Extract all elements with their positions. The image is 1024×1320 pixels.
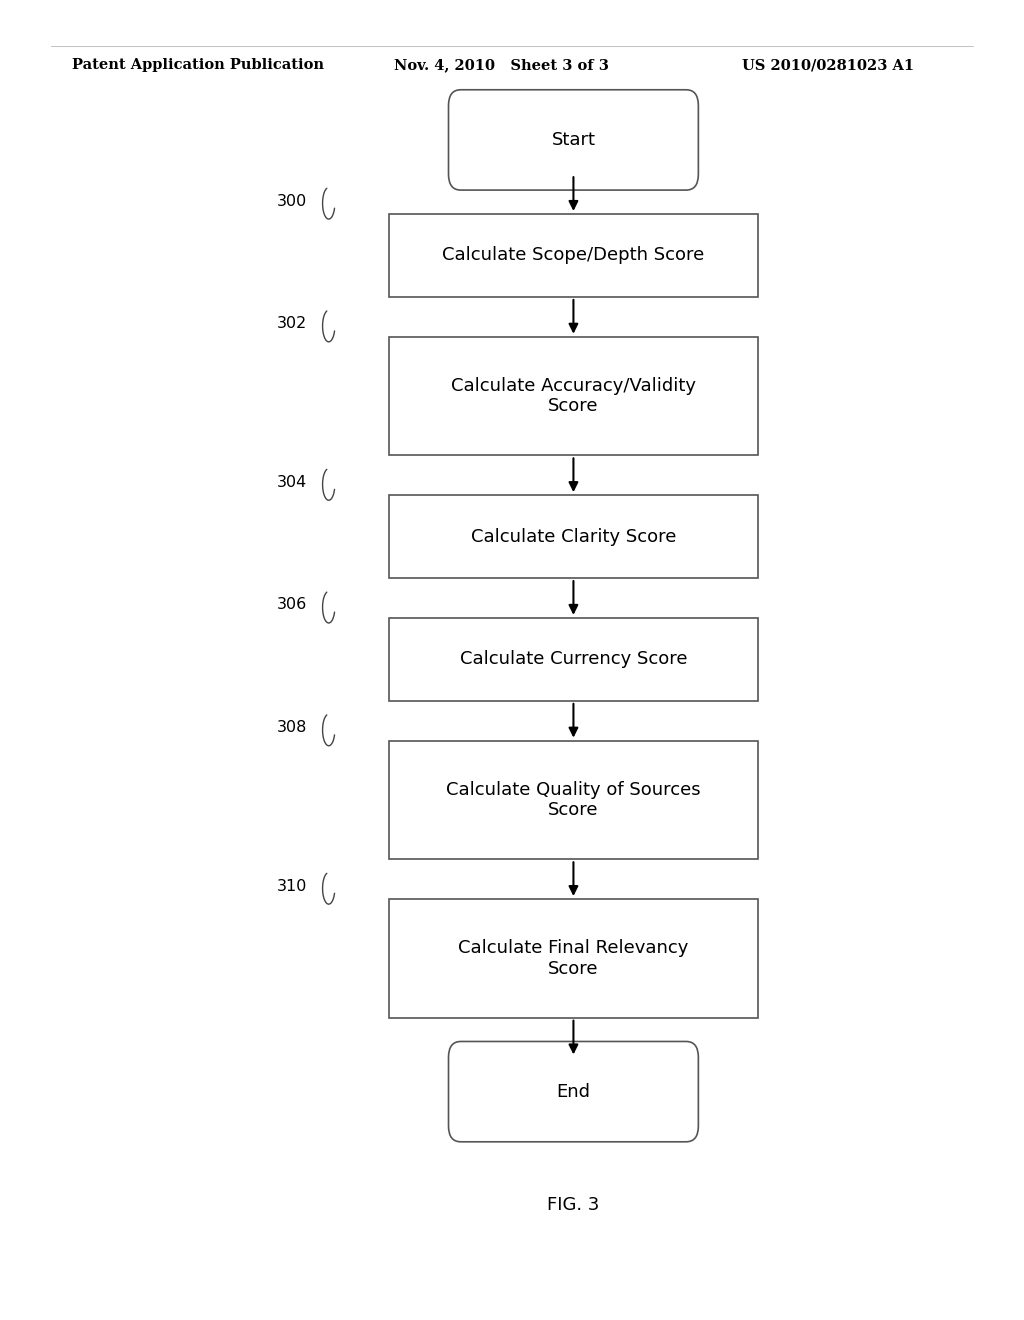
Text: Calculate Final Relevancy
Score: Calculate Final Relevancy Score bbox=[459, 939, 688, 978]
Text: 300: 300 bbox=[276, 194, 307, 209]
Text: Calculate Clarity Score: Calculate Clarity Score bbox=[471, 528, 676, 545]
Text: Calculate Currency Score: Calculate Currency Score bbox=[460, 651, 687, 668]
Text: Calculate Accuracy/Validity
Score: Calculate Accuracy/Validity Score bbox=[451, 376, 696, 416]
Text: Start: Start bbox=[552, 131, 595, 149]
Text: US 2010/0281023 A1: US 2010/0281023 A1 bbox=[742, 58, 914, 73]
Text: 310: 310 bbox=[276, 879, 307, 894]
Bar bbox=[389, 899, 758, 1018]
Bar bbox=[389, 337, 758, 455]
FancyBboxPatch shape bbox=[449, 1041, 698, 1142]
Text: Nov. 4, 2010   Sheet 3 of 3: Nov. 4, 2010 Sheet 3 of 3 bbox=[394, 58, 609, 73]
Text: 304: 304 bbox=[276, 475, 307, 490]
Text: 302: 302 bbox=[276, 317, 307, 331]
Text: End: End bbox=[556, 1082, 591, 1101]
Text: 306: 306 bbox=[276, 598, 307, 612]
Bar bbox=[389, 618, 758, 701]
Text: FIG. 3: FIG. 3 bbox=[547, 1196, 600, 1214]
Bar bbox=[389, 214, 758, 297]
Bar bbox=[389, 741, 758, 859]
Text: 308: 308 bbox=[276, 721, 307, 735]
FancyBboxPatch shape bbox=[449, 90, 698, 190]
Text: Patent Application Publication: Patent Application Publication bbox=[72, 58, 324, 73]
Text: Calculate Scope/Depth Score: Calculate Scope/Depth Score bbox=[442, 247, 705, 264]
Bar bbox=[389, 495, 758, 578]
Text: Calculate Quality of Sources
Score: Calculate Quality of Sources Score bbox=[446, 780, 700, 820]
